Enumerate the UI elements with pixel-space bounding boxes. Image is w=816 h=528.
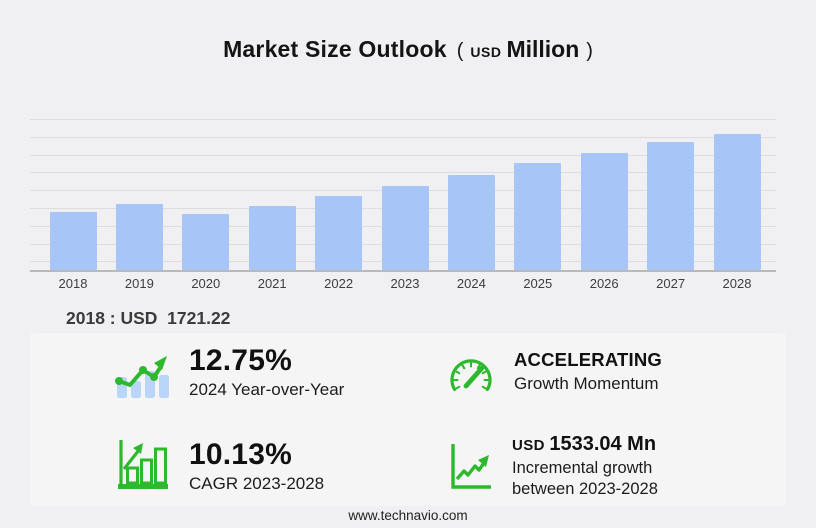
title-currency: USD <box>470 44 502 60</box>
x-axis-label-2028: 2028 <box>722 276 752 291</box>
base-year-annotation: 2018 : USD 1721.22 <box>66 308 231 328</box>
incremental-label-line2: between 2023-2028 <box>512 480 658 498</box>
cagr-label: CAGR 2023-2028 <box>189 474 325 493</box>
yoy-value: 12.75% <box>189 344 292 377</box>
momentum-value: ACCELERATING <box>514 349 662 370</box>
bar-2019 <box>115 204 163 270</box>
stats-panel: 12.75% 2024 Year-over-Year ACCELERATING … <box>30 333 786 506</box>
stat-yoy: 12.75% 2024 Year-over-Year <box>110 344 344 405</box>
line-growth-icon <box>445 440 495 497</box>
plot-area: 2018 2019 2020 2021 2022 2023 2024 2025 2026 2027… <box>30 106 776 291</box>
x-axis-label-2026: 2026 <box>589 276 619 291</box>
yoy-label: 2024 Year-over-Year <box>189 380 345 399</box>
x-axis-label-2024: 2024 <box>456 276 486 291</box>
stat-cagr: 10.13% CAGR 2023-2028 <box>114 438 324 497</box>
growth-bars-arrow-icon <box>114 438 172 497</box>
title-open-paren: ( <box>456 40 464 62</box>
bar-2020 <box>182 214 230 270</box>
x-axis-label-2022: 2022 <box>324 276 354 291</box>
bar-2021 <box>248 206 296 270</box>
incremental-value: USD 1533.04 Mn <box>512 432 658 458</box>
bar-2023 <box>381 186 429 270</box>
title-unit: Million <box>506 36 580 62</box>
x-axis-label-2021: 2021 <box>257 276 287 291</box>
gridline <box>30 172 776 174</box>
bar-2027 <box>647 142 695 270</box>
x-axis-line <box>30 270 776 272</box>
incremental-label-line1: Incremental growth <box>512 459 653 477</box>
x-axis-label-2019: 2019 <box>124 276 154 291</box>
bar-chart-trend-icon <box>110 344 172 405</box>
stat-momentum: ACCELERATING Growth Momentum <box>445 349 662 406</box>
gridline <box>30 119 776 120</box>
speedometer-icon <box>445 355 497 406</box>
website-url: www.technavio.com <box>348 508 468 523</box>
bar-2026 <box>580 153 628 270</box>
cagr-value: 10.13% <box>189 438 292 471</box>
x-axis-label-2020: 2020 <box>191 276 221 291</box>
bar-2018 <box>49 212 97 270</box>
x-axis-label-2025: 2025 <box>523 276 553 291</box>
stat-incremental: USD 1533.04 Mn Incremental growth betwee… <box>445 432 658 500</box>
bar-2025 <box>514 163 562 270</box>
x-axis-label-2027: 2027 <box>656 276 686 291</box>
bar-2028 <box>713 134 761 270</box>
gridline <box>30 136 776 138</box>
bar-2022 <box>315 196 363 270</box>
incremental-currency: USD <box>512 437 545 454</box>
x-axis-label-2023: 2023 <box>390 276 420 291</box>
momentum-label: Growth Momentum <box>514 374 659 393</box>
incremental-amount: 1533.04 Mn <box>549 433 657 455</box>
chart-title: Market Size Outlook ( USD Million ) <box>0 36 816 63</box>
title-main: Market Size Outlook <box>223 36 447 62</box>
x-axis-label-2018: 2018 <box>58 276 88 291</box>
bar-2024 <box>447 175 495 270</box>
title-close-paren: ) <box>586 40 593 62</box>
gridline <box>30 154 776 156</box>
